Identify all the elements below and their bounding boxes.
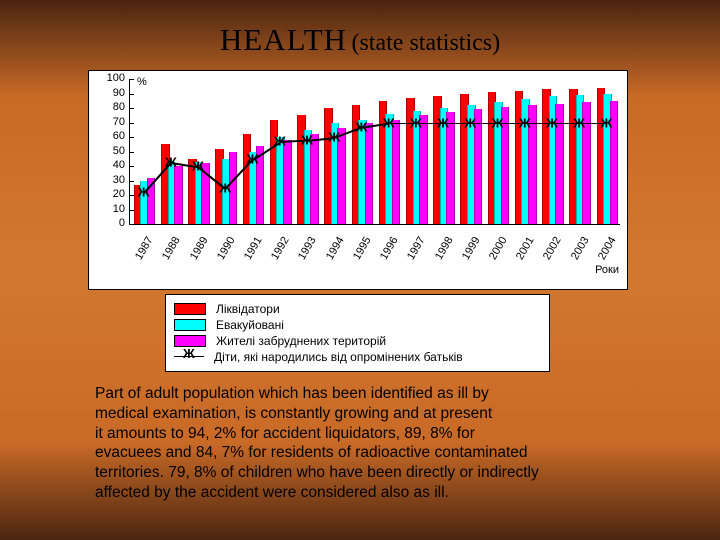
bar xyxy=(419,115,428,224)
line-marker: Ж xyxy=(192,160,204,173)
xtick-label: 1998 xyxy=(433,235,456,262)
legend-label: Евакуйовані xyxy=(216,318,284,332)
xtick-label: 1994 xyxy=(324,235,347,262)
ytick-mark xyxy=(129,79,134,80)
line-marker: Ж xyxy=(138,186,150,199)
ytick-label: 40 xyxy=(99,160,125,171)
ytick-label: 10 xyxy=(99,204,125,215)
line-marker: Ж xyxy=(573,116,585,129)
bar xyxy=(283,140,292,224)
legend-item: Ліквідатори xyxy=(174,301,541,317)
xtick-label: 1993 xyxy=(296,235,319,262)
ytick-mark xyxy=(129,137,134,138)
legend-item: Жителі забруднених територій xyxy=(174,333,541,349)
line-marker: Ж xyxy=(410,116,422,129)
ytick-label: 20 xyxy=(99,189,125,200)
line-marker: Ж xyxy=(492,116,504,129)
xtick-label: 1999 xyxy=(460,235,483,262)
bar xyxy=(174,166,183,224)
ytick-label: 70 xyxy=(99,117,125,128)
xtick-label: 2002 xyxy=(541,235,564,262)
ytick-label: 90 xyxy=(99,88,125,99)
paragraph-line: affected by the accident were considered… xyxy=(95,483,645,503)
plot-area: Ж Ж Ж Ж Ж Ж Ж Ж Ж Ж Ж Ж Ж Ж Ж Ж Ж Ж xyxy=(129,79,620,225)
legend-item: Ж Діти, які народились від опромінених ба… xyxy=(174,349,541,365)
xtick-label: 2003 xyxy=(569,235,592,262)
line-marker: Ж xyxy=(328,131,340,144)
xtick-label: 1992 xyxy=(269,235,292,262)
paragraph-line: medical examination, is constantly growi… xyxy=(95,404,645,424)
legend-swatch xyxy=(174,319,206,331)
ytick-label: 30 xyxy=(99,175,125,186)
bar xyxy=(365,123,374,225)
slide-title: HEALTH (state statistics) xyxy=(0,22,720,58)
line-marker: Ж xyxy=(301,133,313,146)
line-marker: Ж xyxy=(219,181,231,194)
line-marker: Ж xyxy=(464,116,476,129)
ytick-mark xyxy=(129,94,134,95)
paragraph-line: evacuees and 84, 7% for residents of rad… xyxy=(95,443,645,463)
xaxis-title: Роки xyxy=(595,264,619,276)
line-marker: Ж xyxy=(546,116,558,129)
bar xyxy=(392,120,401,224)
legend: Ліквідатори Евакуйовані Жителі забруднених… xyxy=(165,294,550,372)
ytick-label: 100 xyxy=(99,73,125,84)
title-main: HEALTH xyxy=(220,22,347,57)
line-marker: Ж xyxy=(519,116,531,129)
legend-label: Діти, які народились від опромінених бат… xyxy=(214,350,463,364)
line-marker: Ж xyxy=(601,116,613,129)
legend-marker-glyph: Ж xyxy=(183,346,195,361)
line-marker: Ж xyxy=(165,155,177,168)
line-marker: Ж xyxy=(247,152,259,165)
paragraph-line: Part of adult population which has been … xyxy=(95,384,645,404)
xtick-label: 1990 xyxy=(215,235,238,262)
slide: HEALTH (state statistics) % ЖЖЖЖЖЖЖЖЖЖЖЖ… xyxy=(0,0,720,540)
ytick-mark xyxy=(129,108,134,109)
ytick-label: 80 xyxy=(99,102,125,113)
chart-container: % ЖЖЖЖЖЖЖЖЖЖЖЖЖЖЖЖЖЖ 0102030405060708090… xyxy=(88,70,628,290)
xtick-label: 1988 xyxy=(160,235,183,262)
xtick-label: 1996 xyxy=(378,235,401,262)
title-sub: (state statistics) xyxy=(351,30,500,56)
xtick-label: 1995 xyxy=(351,235,374,262)
legend-line-swatch: Ж xyxy=(174,356,204,367)
line-marker: Ж xyxy=(437,116,449,129)
line-marker: Ж xyxy=(356,120,368,133)
ytick-mark xyxy=(129,166,134,167)
paragraph-line: territories. 79, 8% of children who have… xyxy=(95,463,645,483)
ytick-mark xyxy=(129,224,134,225)
legend-swatch xyxy=(174,303,206,315)
xtick-label: 2001 xyxy=(514,235,537,262)
line-marker: Ж xyxy=(274,135,286,148)
xtick-label: 1987 xyxy=(133,235,156,262)
paragraph-line: it amounts to 94, 2% for accident liquid… xyxy=(95,424,645,444)
xtick-label: 1997 xyxy=(405,235,428,262)
xtick-label: 2000 xyxy=(487,235,510,262)
ytick-mark xyxy=(129,152,134,153)
ytick-label: 60 xyxy=(99,131,125,142)
ytick-mark xyxy=(129,181,134,182)
bar xyxy=(310,134,319,224)
ytick-mark xyxy=(129,195,134,196)
legend-label: Ліквідатори xyxy=(216,302,280,316)
legend-label: Жителі забруднених територій xyxy=(216,334,386,348)
xtick-label: 1989 xyxy=(188,235,211,262)
ytick-mark xyxy=(129,210,134,211)
xtick-label: 2004 xyxy=(596,235,619,262)
ytick-label: 0 xyxy=(99,218,125,229)
legend-item: Евакуйовані xyxy=(174,317,541,333)
xtick-label: 1991 xyxy=(242,235,265,262)
body-paragraph: Part of adult population which has been … xyxy=(95,384,645,503)
line-marker: Ж xyxy=(383,116,395,129)
ytick-mark xyxy=(129,123,134,124)
ytick-label: 50 xyxy=(99,146,125,157)
